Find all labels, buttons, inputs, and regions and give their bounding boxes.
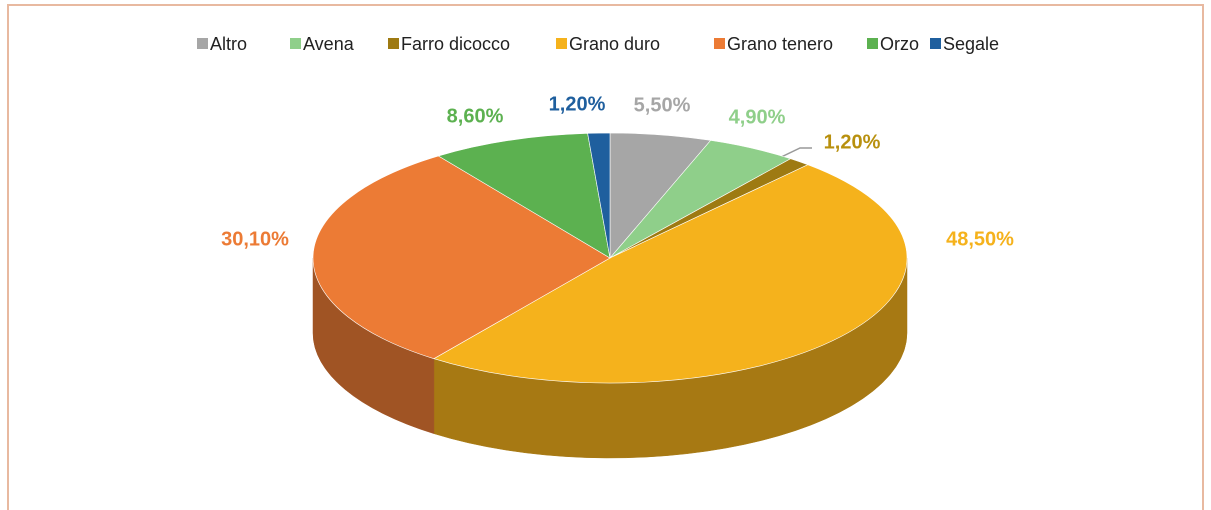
legend-label: Altro xyxy=(210,34,247,54)
slice xyxy=(433,164,908,384)
data-label: 8,60% xyxy=(447,105,504,127)
frame xyxy=(7,4,1204,510)
legend-label: Farro dicocco xyxy=(401,34,510,54)
data-label: 1,20% xyxy=(824,131,881,153)
legend-marker xyxy=(556,38,567,49)
leader-line xyxy=(774,147,812,161)
legend-marker xyxy=(290,38,301,49)
data-label: 48,50% xyxy=(946,228,1014,250)
legend-label: Segale xyxy=(943,34,999,54)
data-label: 4,90% xyxy=(729,106,786,128)
data-label: 1,20% xyxy=(549,93,606,115)
legend-label: Grano duro xyxy=(569,34,660,54)
data-label: 30,10% xyxy=(221,228,289,250)
legend-marker xyxy=(930,38,941,49)
slice xyxy=(587,132,611,259)
legend-label: Grano tenero xyxy=(727,34,833,54)
legend-marker xyxy=(867,38,878,49)
legend-label: Avena xyxy=(303,34,355,54)
legend-marker xyxy=(714,38,725,49)
legend-label: Orzo xyxy=(880,34,919,54)
slice xyxy=(312,155,611,359)
data-label: 5,50% xyxy=(634,94,691,116)
legend-marker xyxy=(197,38,208,49)
legend-marker xyxy=(388,38,399,49)
slice xyxy=(437,133,611,259)
